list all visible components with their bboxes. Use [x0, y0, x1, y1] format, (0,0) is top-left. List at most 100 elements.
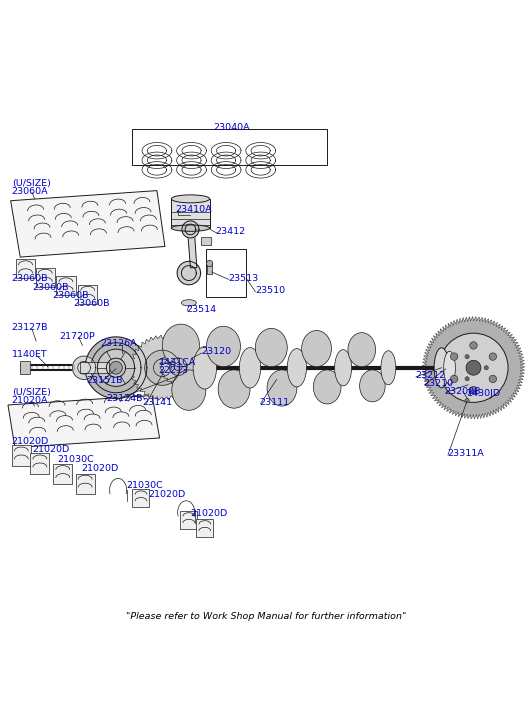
Text: 21720P: 21720P — [60, 332, 95, 341]
Bar — [180, 511, 197, 529]
Polygon shape — [170, 358, 187, 375]
Ellipse shape — [335, 350, 352, 386]
Text: 23410A: 23410A — [176, 205, 212, 214]
Text: 23060A: 23060A — [12, 187, 48, 196]
Bar — [196, 519, 213, 537]
Text: 23111: 23111 — [260, 398, 290, 407]
Circle shape — [110, 361, 122, 374]
Text: 1430JD: 1430JD — [467, 390, 501, 398]
Bar — [56, 276, 76, 295]
Polygon shape — [160, 349, 196, 385]
Bar — [206, 249, 246, 297]
Circle shape — [439, 333, 508, 402]
Text: 23513: 23513 — [229, 274, 259, 283]
Ellipse shape — [255, 329, 287, 366]
Text: 23200B: 23200B — [445, 387, 481, 395]
Polygon shape — [130, 335, 195, 400]
Text: 23124B: 23124B — [106, 393, 143, 403]
Text: 23120: 23120 — [201, 348, 231, 356]
Ellipse shape — [360, 370, 385, 402]
Polygon shape — [145, 350, 180, 385]
Bar — [80, 363, 109, 373]
Circle shape — [489, 375, 496, 382]
Bar — [76, 473, 95, 494]
Text: 23060B: 23060B — [32, 283, 69, 292]
Bar — [207, 263, 212, 274]
Ellipse shape — [181, 300, 196, 306]
Bar — [201, 237, 211, 246]
Bar — [78, 285, 97, 304]
Polygon shape — [177, 261, 201, 285]
Ellipse shape — [313, 370, 341, 404]
Circle shape — [451, 353, 458, 361]
Text: 23060B: 23060B — [12, 274, 48, 284]
Text: 23060B: 23060B — [52, 291, 89, 300]
Text: (U/SIZE): (U/SIZE) — [12, 388, 51, 397]
Circle shape — [466, 361, 481, 375]
Bar — [12, 446, 31, 466]
Text: 21020D: 21020D — [190, 509, 228, 518]
Text: 21020D: 21020D — [12, 437, 49, 446]
Ellipse shape — [239, 348, 261, 388]
Ellipse shape — [381, 350, 396, 385]
Polygon shape — [97, 349, 135, 386]
Text: 1431CA: 1431CA — [159, 358, 196, 367]
Bar — [16, 260, 35, 278]
Circle shape — [470, 342, 477, 349]
Text: 21030C: 21030C — [57, 455, 94, 464]
Text: 22213: 22213 — [159, 366, 189, 375]
Text: 21030C: 21030C — [127, 481, 163, 490]
Text: 23514: 23514 — [186, 305, 217, 314]
Text: 23212: 23212 — [415, 371, 445, 380]
Polygon shape — [11, 190, 165, 257]
Bar — [132, 129, 327, 165]
Polygon shape — [8, 395, 160, 448]
Bar — [30, 454, 49, 473]
Bar — [171, 199, 210, 228]
Circle shape — [451, 375, 458, 382]
Ellipse shape — [171, 195, 210, 203]
Text: 23060B: 23060B — [73, 300, 110, 308]
Ellipse shape — [218, 370, 250, 408]
Circle shape — [484, 366, 488, 370]
Ellipse shape — [444, 351, 455, 385]
Ellipse shape — [348, 333, 376, 366]
Circle shape — [470, 386, 477, 394]
Bar — [20, 361, 30, 374]
Text: (U/SIZE): (U/SIZE) — [12, 179, 51, 188]
Circle shape — [465, 398, 469, 403]
Text: 23510: 23510 — [255, 286, 286, 294]
Text: 23141: 23141 — [143, 398, 173, 407]
Polygon shape — [182, 221, 199, 238]
Circle shape — [465, 377, 469, 381]
Circle shape — [206, 260, 213, 267]
Ellipse shape — [287, 349, 306, 387]
Text: 23412: 23412 — [215, 227, 246, 236]
Ellipse shape — [193, 347, 217, 389]
Ellipse shape — [162, 324, 200, 366]
Polygon shape — [72, 356, 96, 379]
Text: 23210: 23210 — [423, 379, 454, 388]
Text: 21020A: 21020A — [12, 395, 48, 405]
Text: 23040A: 23040A — [213, 123, 250, 132]
Ellipse shape — [302, 331, 331, 366]
Ellipse shape — [171, 225, 210, 231]
Text: "Please refer to Work Shop Manual for further information": "Please refer to Work Shop Manual for fu… — [126, 611, 406, 621]
Ellipse shape — [206, 326, 240, 366]
Text: 1140ET: 1140ET — [12, 350, 47, 359]
Ellipse shape — [267, 370, 297, 406]
Ellipse shape — [172, 370, 206, 410]
Text: 21020D: 21020D — [81, 464, 118, 473]
Text: 21020D: 21020D — [148, 491, 185, 499]
Circle shape — [489, 353, 496, 361]
Text: 23126A: 23126A — [100, 340, 137, 348]
Polygon shape — [422, 317, 525, 419]
Bar — [132, 489, 149, 507]
Text: 23127B: 23127B — [12, 324, 48, 332]
Text: 23151B: 23151B — [86, 376, 123, 385]
Polygon shape — [187, 228, 197, 268]
Ellipse shape — [434, 348, 449, 387]
Text: 23311A: 23311A — [447, 449, 484, 459]
Polygon shape — [85, 337, 147, 398]
Text: 21020D: 21020D — [32, 445, 69, 454]
